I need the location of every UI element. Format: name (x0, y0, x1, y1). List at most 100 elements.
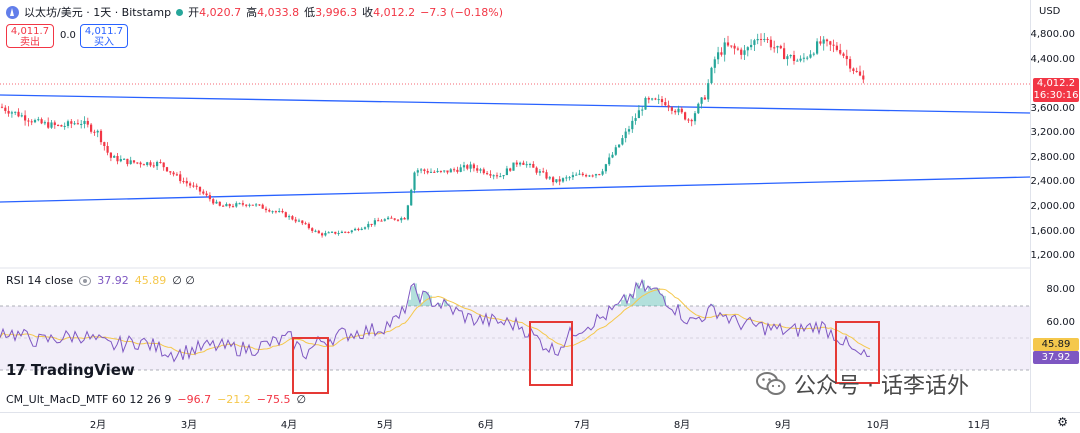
candle-body (63, 125, 66, 127)
candle-body (469, 164, 472, 169)
candle-body (763, 38, 766, 40)
candle-body (766, 38, 769, 40)
candle-body (357, 228, 360, 231)
currency-label[interactable]: USD (1039, 6, 1061, 17)
lower-trendline[interactable] (0, 176, 1030, 203)
candle-body (499, 176, 502, 178)
candle-body (377, 220, 380, 222)
candle-body (449, 169, 452, 173)
candle-body (842, 53, 845, 56)
candle-body (717, 52, 720, 60)
candle-body (208, 195, 211, 200)
candle-body (179, 174, 182, 182)
time-axis[interactable]: 2月 3月 4月 5月 6月 7月 8月 9月 10月 11月 ⚙ (0, 412, 1080, 433)
candle-body (132, 160, 136, 163)
candle-body (654, 98, 657, 100)
month-tick: 6月 (477, 420, 495, 431)
candle-body (192, 185, 195, 187)
buy-label: 买入 (94, 37, 114, 48)
candle-body (410, 189, 413, 206)
candle-body (268, 210, 271, 212)
candle-body (205, 193, 208, 196)
candle-body (862, 75, 865, 80)
candle-body (182, 181, 185, 183)
candle-body (819, 41, 822, 44)
candle-body (670, 107, 673, 111)
tradingview-logo[interactable]: 17 TradingView (6, 361, 135, 379)
candle-body (618, 144, 621, 148)
sell-button[interactable]: 4,011.7 卖出 (6, 24, 54, 48)
candle-body (816, 41, 819, 54)
candle-body (502, 175, 505, 177)
candle-body (420, 169, 423, 171)
candle-body (142, 164, 145, 166)
candle-body (245, 204, 248, 206)
candle-body (354, 228, 357, 231)
candle-body (525, 164, 528, 166)
rsi-label: RSI 14 close (6, 274, 74, 287)
candle-body (644, 97, 647, 110)
candle-body (311, 228, 314, 231)
candle-body (156, 161, 159, 167)
visibility-eye-icon[interactable] (79, 275, 92, 286)
candle-body (139, 162, 142, 165)
candle-body (218, 201, 221, 206)
candle-body (241, 203, 244, 205)
candle-body (769, 39, 772, 48)
price-chart[interactable] (0, 0, 1030, 412)
candle-body (799, 58, 802, 61)
symbol-legend[interactable]: 以太坊/美元 · 1天 · Bitstamp 开 4,020.7 高 4,033.8… (6, 4, 503, 20)
candle-body (136, 162, 139, 164)
candle-body (264, 208, 268, 211)
candle-body (578, 173, 581, 175)
candle-body (403, 218, 406, 220)
candle-body (703, 97, 706, 100)
upper-trendline[interactable] (0, 94, 1030, 114)
candle-body (621, 138, 624, 145)
current-price: 4,012.2 (1036, 78, 1076, 89)
rsi-legend[interactable]: RSI 14 close 37.92 45.89 ∅ ∅ (6, 274, 195, 287)
candle-body (185, 181, 188, 184)
month-tick: 11月 (967, 420, 991, 431)
settings-gear-icon[interactable]: ⚙ (1057, 415, 1068, 429)
candle-body (802, 57, 805, 59)
candle-body (822, 39, 825, 44)
price-axis[interactable]: USD 4,800.00 4,400.00 3,600.00 3,200.00 … (1030, 0, 1080, 412)
candle-body (601, 171, 604, 175)
candle-body (674, 110, 677, 113)
candle-body (73, 123, 76, 125)
candle-body (202, 191, 205, 194)
candle-body (565, 177, 568, 179)
candle-body (726, 42, 730, 46)
candle-body (317, 230, 320, 234)
candle-body (710, 67, 713, 84)
candle-body (76, 123, 79, 125)
candle-body (852, 68, 855, 71)
candle-body (212, 199, 215, 204)
candle-body (70, 121, 73, 124)
highlight-box-june (529, 321, 573, 386)
month-tick: 4月 (280, 420, 298, 431)
spread-value: 0.0 (60, 30, 76, 41)
candle-body (248, 204, 251, 206)
candle-body (146, 162, 149, 165)
candle-body (228, 204, 231, 207)
tradingview-mark-icon: 17 (6, 361, 26, 379)
macd-legend[interactable]: CM_Ult_MacD_MTF 60 12 26 9 −96.7 −21.2 −… (6, 393, 306, 406)
candle-body (106, 145, 109, 153)
candle-body (730, 45, 733, 47)
candle-body (271, 211, 274, 213)
candle-body (113, 155, 116, 158)
candle-body (783, 48, 786, 60)
candle-body (581, 173, 584, 176)
candle-body (413, 172, 416, 190)
candle-body (7, 110, 10, 114)
buy-button[interactable]: 4,011.7 买入 (80, 24, 128, 48)
rsi-value-tag: 37.92 (1033, 351, 1079, 364)
candle-body (169, 171, 172, 173)
candle-body (776, 45, 779, 48)
candle-body (172, 172, 175, 175)
candle-body (10, 112, 13, 114)
candle-body (400, 218, 403, 221)
symbol-title[interactable]: 以太坊/美元 · 1天 · Bitstamp (24, 6, 172, 19)
